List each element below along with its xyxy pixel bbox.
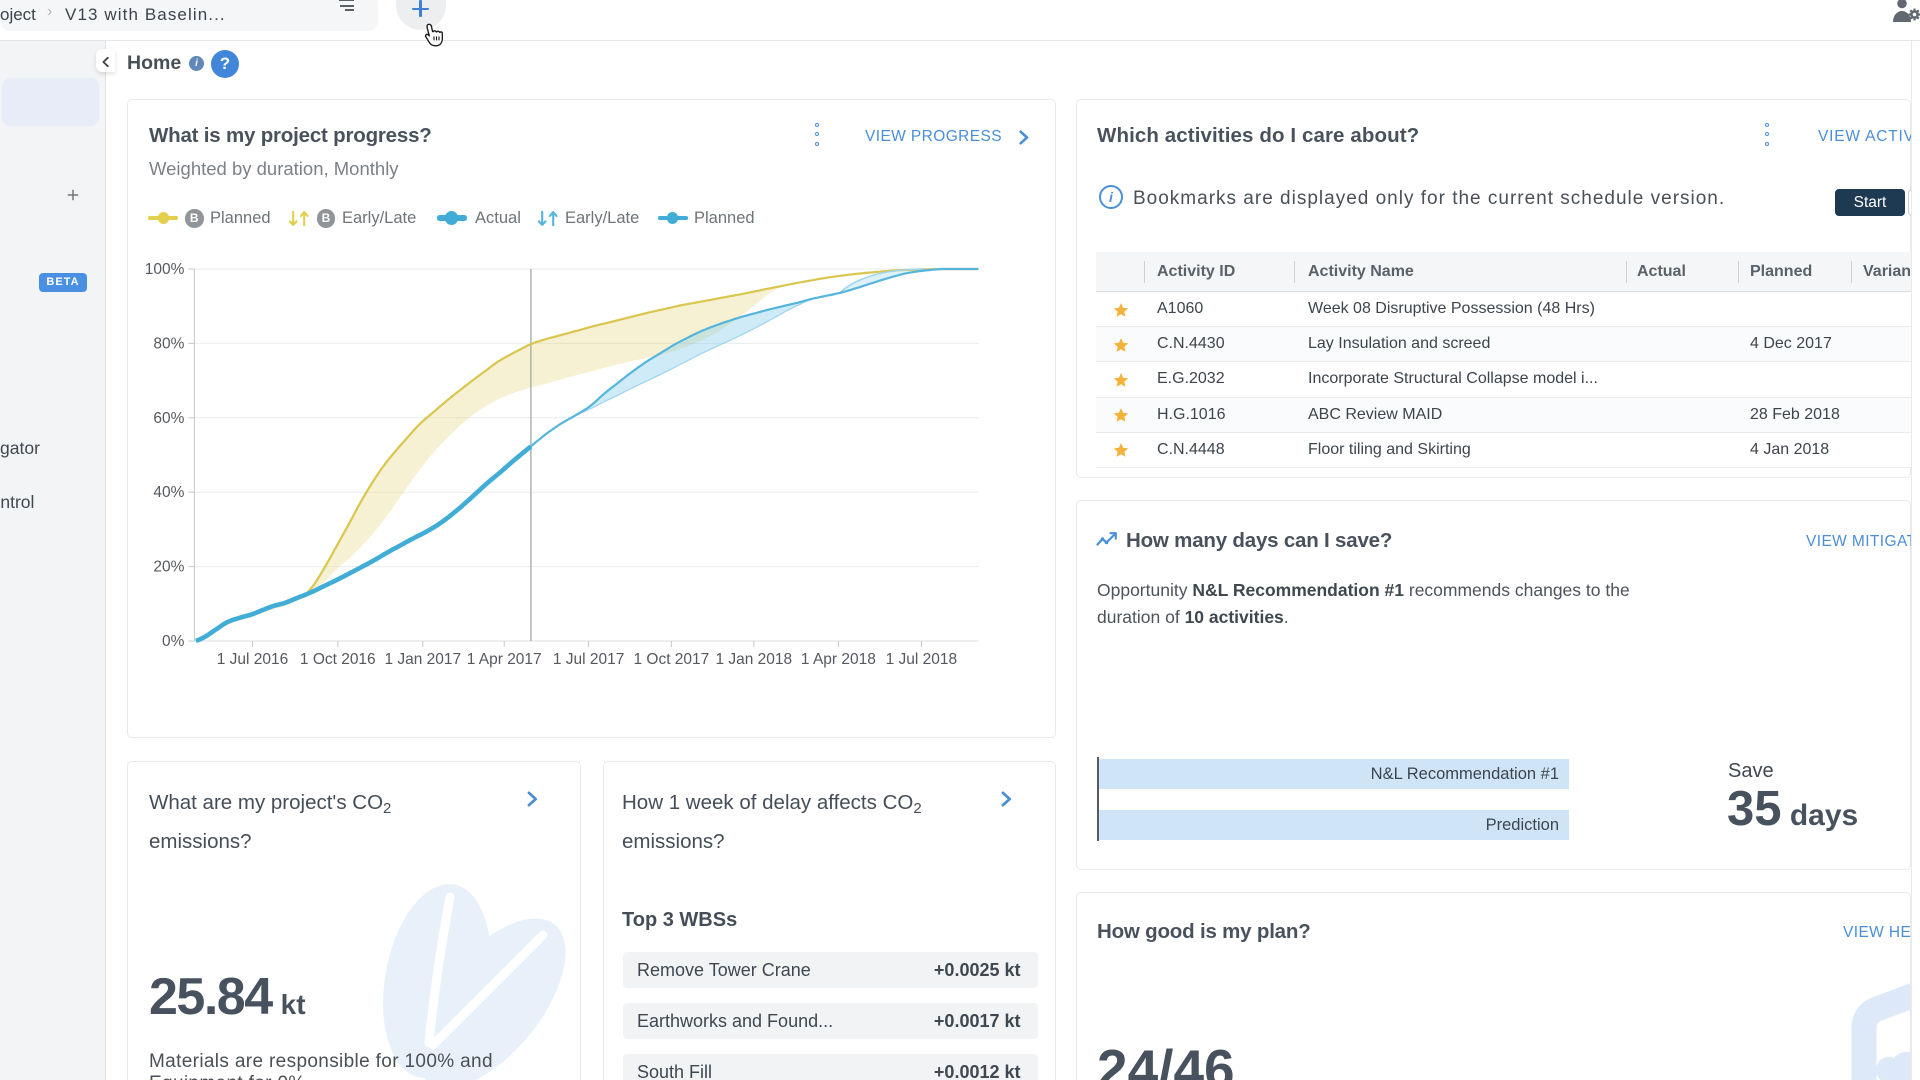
svg-text:80%: 80% [153,335,184,352]
svg-text:0%: 0% [162,633,185,650]
svg-text:20%: 20% [153,559,184,576]
svg-text:1 Jul 2016: 1 Jul 2016 [216,651,287,668]
svg-text:1 Oct 2017: 1 Oct 2017 [633,651,709,668]
svg-text:1 Jan 2017: 1 Jan 2017 [384,651,461,668]
svg-text:40%: 40% [153,484,184,501]
svg-text:100%: 100% [144,261,184,278]
svg-text:1 Jan 2018: 1 Jan 2018 [715,651,792,668]
svg-text:1 Oct 2016: 1 Oct 2016 [300,651,376,668]
svg-text:1 Jul 2017: 1 Jul 2017 [552,651,623,668]
svg-text:1 Apr 2018: 1 Apr 2018 [801,651,876,668]
svg-text:1 Apr 2017: 1 Apr 2017 [466,651,541,668]
svg-text:60%: 60% [153,410,184,427]
svg-text:1 Jul 2018: 1 Jul 2018 [885,651,956,668]
